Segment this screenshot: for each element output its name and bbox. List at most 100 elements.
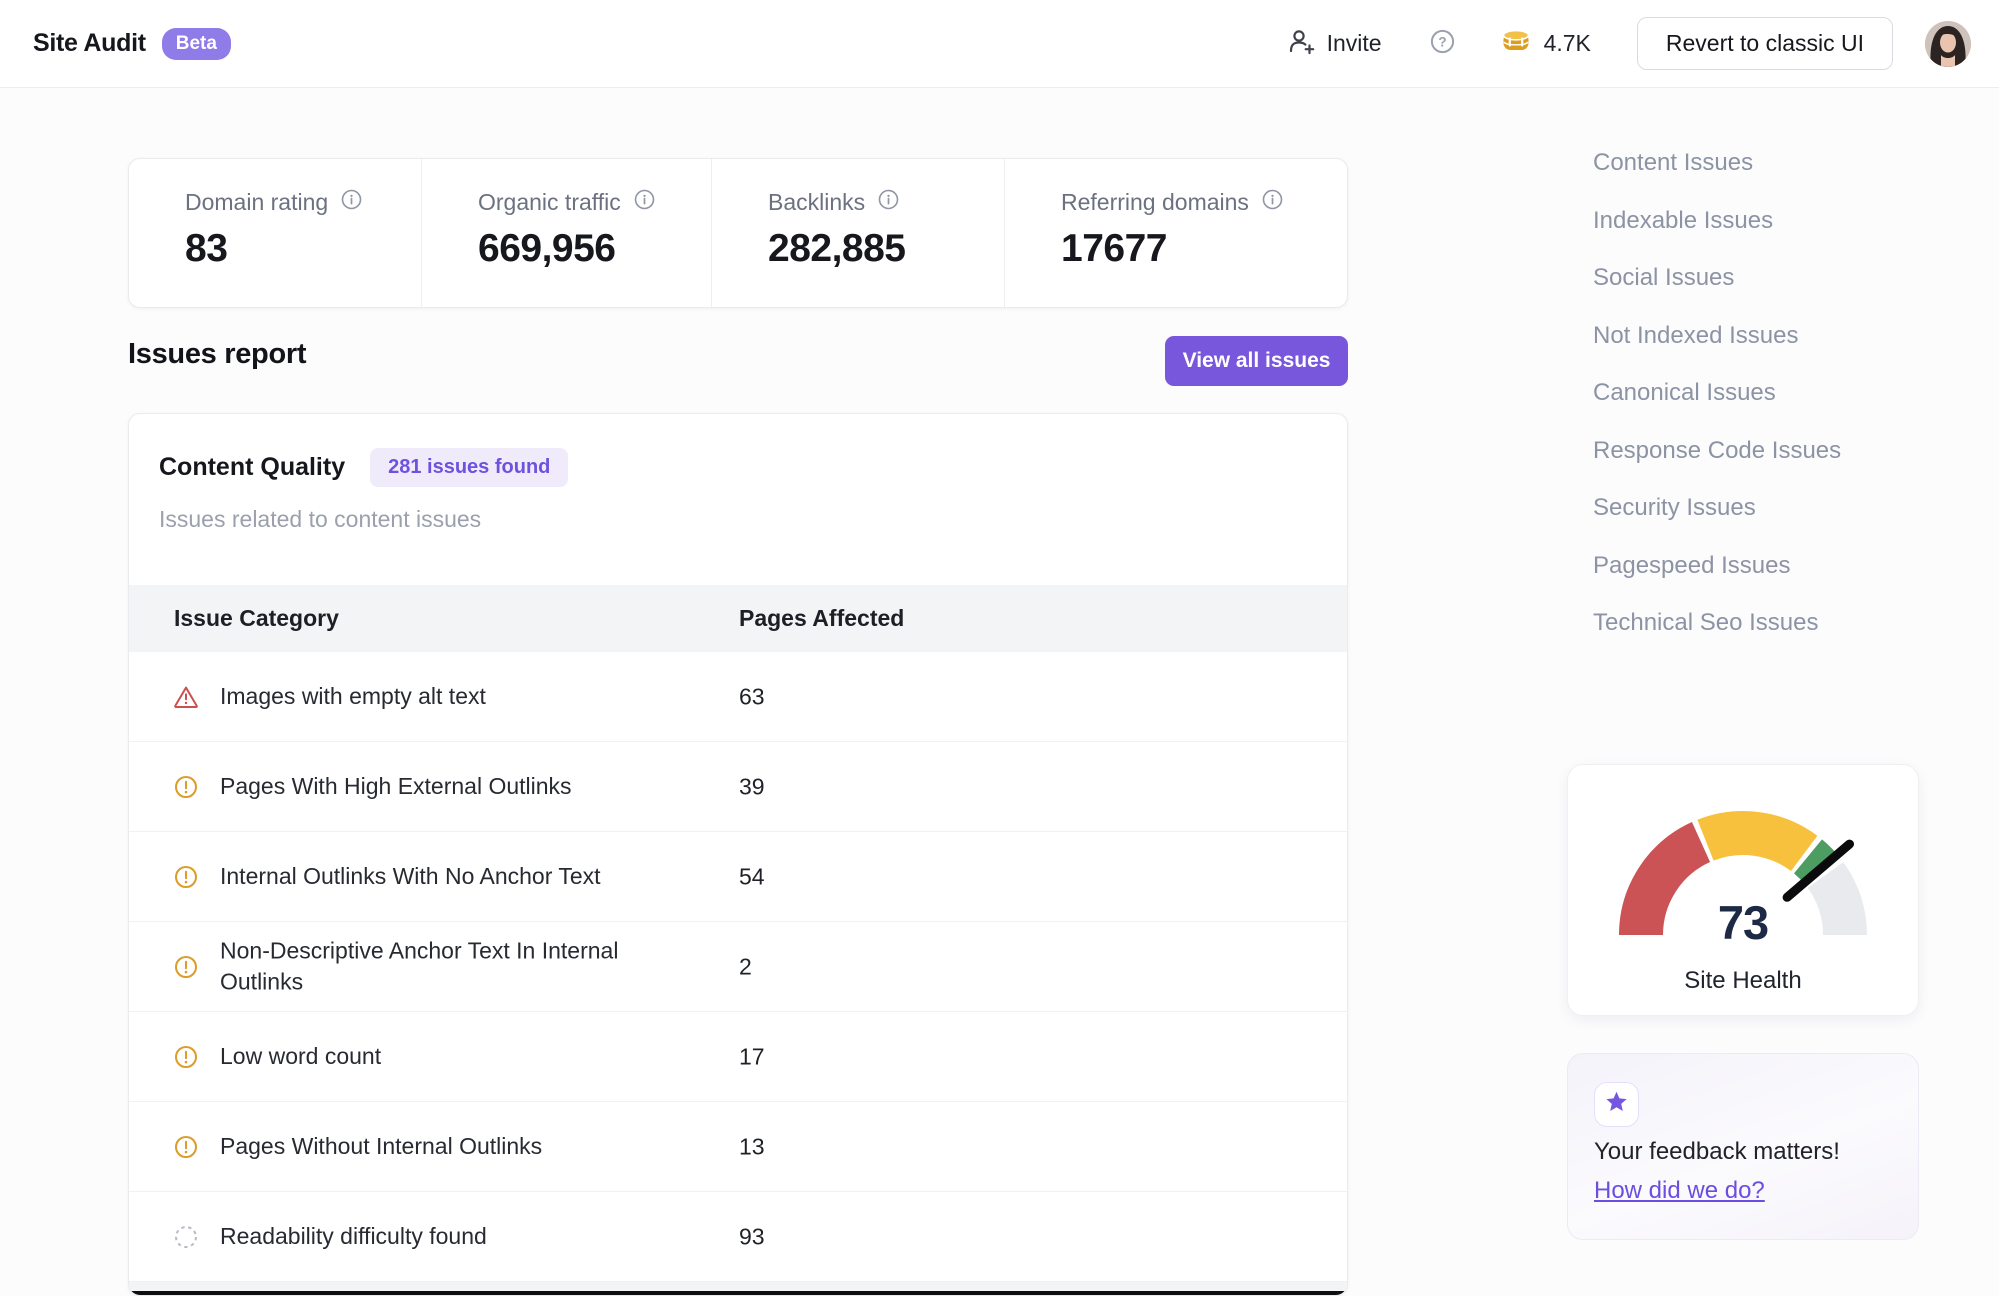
issue-status-icon: [173, 1044, 199, 1070]
help-circle-icon: ?: [1428, 27, 1457, 61]
site-health-gauge: [1608, 789, 1878, 946]
column-issue-category: Issue Category: [174, 605, 339, 631]
top-bar: Site Audit Beta Invite ?: [0, 0, 1999, 88]
table-row[interactable]: Images with empty alt text 63: [129, 652, 1347, 742]
star-icon: [1605, 1091, 1628, 1118]
credits-counter[interactable]: 4.7K: [1499, 26, 1591, 62]
help-button[interactable]: ?: [1428, 27, 1457, 61]
table-row[interactable]: Internal Outlinks With No Anchor Text 54: [129, 832, 1347, 922]
content-quality-title: Content Quality: [159, 453, 346, 481]
stat-item: Domain rating 83: [129, 159, 421, 307]
stat-label: Domain rating: [185, 189, 329, 215]
sidebar-item[interactable]: Content Issues: [1593, 149, 1754, 176]
coins-icon: [1499, 26, 1533, 62]
issue-label: Pages Without Internal Outlinks: [220, 1132, 543, 1159]
pages-affected-value: 13: [739, 1133, 765, 1159]
stats-card: Domain rating 83 Organic traffic: [128, 158, 1348, 308]
stat-item: Backlinks 282,885: [711, 159, 1004, 307]
stat-value: 669,956: [478, 227, 616, 270]
issue-status-icon: [173, 864, 199, 890]
pages-affected-value: 39: [739, 773, 765, 799]
content-quality-header: Content Quality 281 issues found Issues …: [129, 414, 1347, 533]
table-row[interactable]: Low word count 17: [129, 1012, 1347, 1102]
danger-triangle-icon: [174, 686, 198, 708]
sidebar-item[interactable]: Not Indexed Issues: [1593, 321, 1799, 349]
warning-circle-icon: [174, 1045, 198, 1068]
invite-button[interactable]: Invite: [1286, 26, 1382, 62]
warning-circle-icon: [174, 1135, 198, 1158]
warning-circle-icon: [174, 865, 198, 888]
stat-value: 282,885: [768, 227, 906, 270]
issue-status-icon: [173, 684, 199, 710]
table-row[interactable]: Pages Without Internal Outlinks 13: [129, 1102, 1347, 1192]
issues-found-badge: 281 issues found: [370, 448, 569, 487]
beta-badge: Beta: [161, 27, 231, 60]
sidebar-item[interactable]: Security Issues: [1593, 494, 1756, 521]
pages-affected-value: 2: [739, 953, 752, 979]
dashed-circle-icon: [175, 1225, 197, 1248]
stat-item: Organic traffic 669,956: [421, 159, 711, 307]
warning-circle-icon: [174, 955, 198, 978]
issue-label: Low word count: [220, 1042, 382, 1069]
sidebar-item[interactable]: Canonical Issues: [1593, 379, 1776, 406]
site-health-value: 73: [1717, 896, 1769, 949]
issue-status-icon: [173, 954, 199, 980]
feedback-title: Your feedback matters!: [1594, 1138, 1840, 1165]
table-row[interactable]: Non-Descriptive Anchor Text In Internal …: [129, 922, 1347, 1012]
invite-user-icon: [1286, 26, 1316, 62]
credits-value: 4.7K: [1543, 30, 1591, 56]
table-header: Issue Category Pages Affected: [129, 585, 1347, 652]
table-row[interactable]: Readability difficulty found 93: [129, 1192, 1347, 1282]
issue-status-icon: [173, 1134, 199, 1160]
issue-status-icon: [173, 1224, 199, 1250]
issue-status-icon: [173, 774, 199, 800]
site-health-card: 73 Site Health: [1567, 764, 1919, 1016]
stat-item: Referring domains 17677: [1004, 159, 1347, 307]
issue-label: Non-Descriptive Anchor Text In Internal …: [220, 936, 619, 995]
star-tile: [1594, 1082, 1639, 1127]
info-icon[interactable]: [634, 189, 655, 216]
content-quality-card: Content Quality 281 issues found Issues …: [128, 413, 1348, 1296]
site-health-label: Site Health: [1684, 967, 1802, 994]
issue-groups-nav: Content Issues Indexable Issues Social I…: [1593, 134, 1841, 652]
issues-report-title: Issues report: [128, 338, 307, 370]
top-bar-actions: Invite ?: [1286, 17, 1999, 70]
stat-label: Backlinks: [768, 189, 866, 215]
stat-value: 83: [185, 227, 228, 270]
issue-label: Internal Outlinks With No Anchor Text: [220, 862, 601, 889]
issue-label: Images with empty alt text: [220, 682, 486, 709]
pages-affected-value: 93: [739, 1223, 765, 1249]
avatar[interactable]: [1925, 20, 1971, 67]
info-icon[interactable]: [878, 189, 899, 216]
pages-affected-value: 17: [739, 1043, 765, 1069]
pages-affected-value: 54: [739, 863, 765, 889]
sidebar-item[interactable]: Pagespeed Issues: [1593, 551, 1791, 579]
info-icon[interactable]: [341, 189, 362, 216]
feedback-link[interactable]: How did we do?: [1594, 1177, 1765, 1204]
sidebar-item[interactable]: Response Code Issues: [1593, 436, 1842, 464]
page-title: Site Audit: [33, 29, 146, 57]
stat-label: Referring domains: [1061, 189, 1249, 215]
sidebar-item[interactable]: Indexable Issues: [1593, 206, 1774, 234]
info-icon[interactable]: [1262, 189, 1283, 216]
sidebar-item[interactable]: Technical Seo Issues: [1593, 609, 1819, 636]
stat-value: 17677: [1061, 227, 1167, 270]
sidebar-item[interactable]: Social Issues: [1593, 264, 1735, 291]
warning-circle-icon: [174, 775, 198, 798]
content-quality-subtitle: Issues related to content issues: [159, 506, 482, 532]
view-all-issues-button[interactable]: View all issues: [1165, 336, 1348, 386]
revert-classic-ui-button[interactable]: Revert to classic UI: [1636, 17, 1893, 70]
svg-text:?: ?: [1438, 34, 1446, 49]
column-pages-affected: Pages Affected: [739, 605, 905, 631]
bottom-cut-strip: [129, 1291, 1347, 1295]
invite-label: Invite: [1326, 30, 1382, 56]
issue-label: Pages With High External Outlinks: [220, 772, 572, 799]
issues-table: Images with empty alt text 63: [129, 652, 1347, 1282]
feedback-card: Your feedback matters! How did we do?: [1567, 1053, 1919, 1240]
issue-label: Readability difficulty found: [220, 1222, 487, 1249]
table-row[interactable]: Pages With High External Outlinks 39: [129, 742, 1347, 832]
stat-label: Organic traffic: [478, 189, 621, 215]
pages-affected-value: 63: [739, 683, 765, 709]
next-section-strip: [129, 1282, 1347, 1291]
